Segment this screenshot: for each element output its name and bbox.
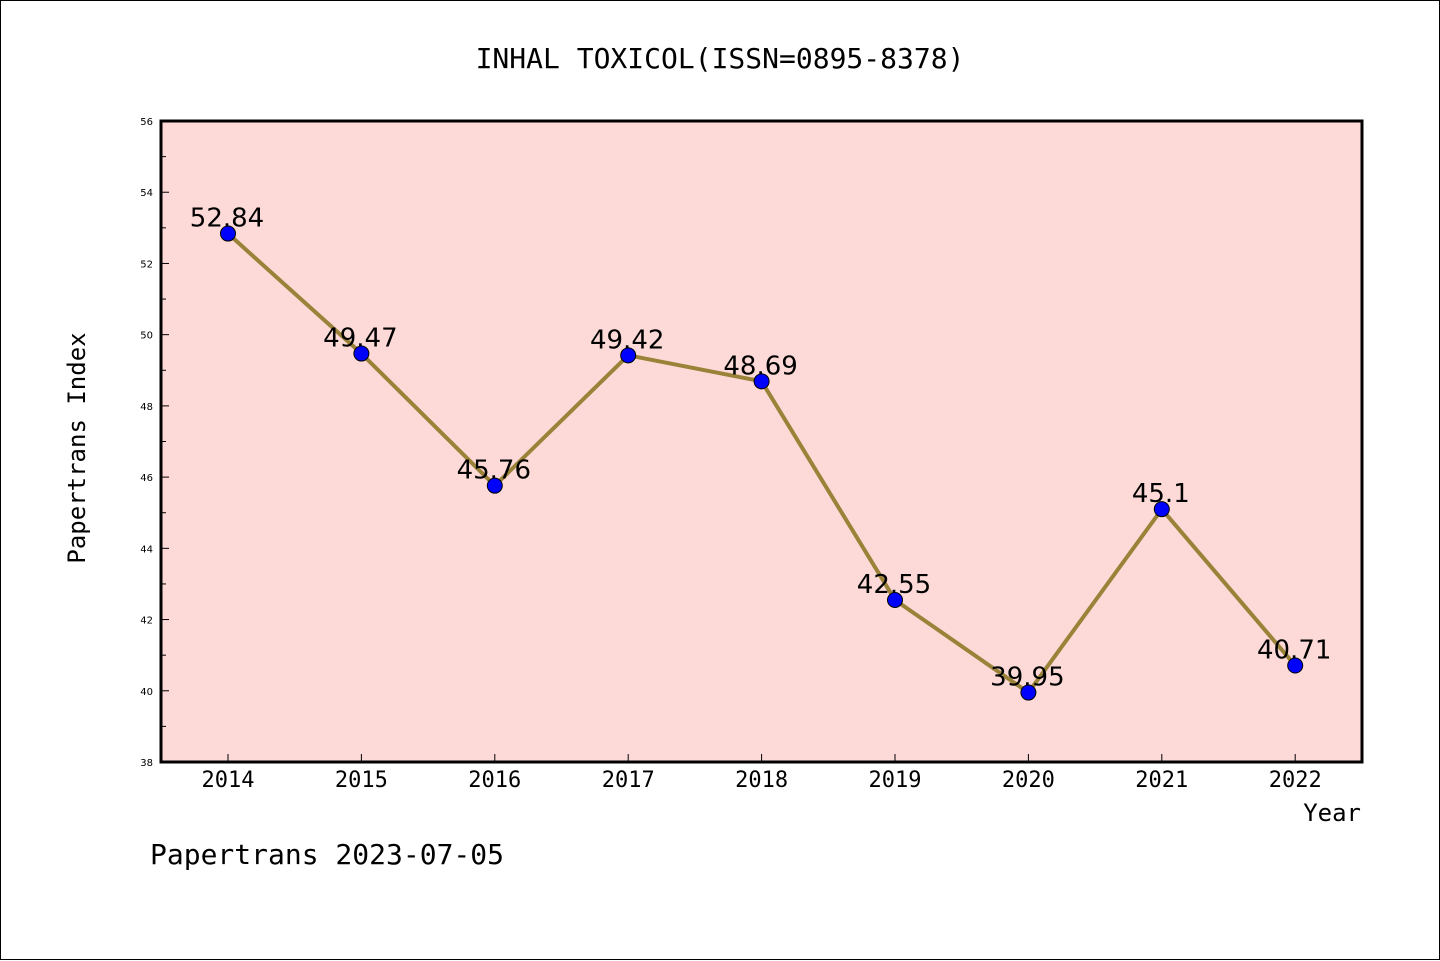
data-point (1287, 657, 1304, 674)
y-tick-label: 44 (140, 544, 153, 555)
y-tick-label: 42 (140, 616, 153, 627)
x-tick-label: 2017 (602, 768, 655, 793)
plot-area (161, 121, 1362, 762)
data-label: 45.1 (1132, 479, 1190, 509)
data-point (753, 373, 770, 390)
x-tick-label: 2020 (1002, 768, 1055, 793)
chart-title: INHAL TOXICOL(ISSN=0895-8378) (476, 42, 965, 75)
x-tick-label: 2022 (1269, 768, 1322, 793)
data-point (1153, 501, 1170, 518)
data-label: 49.47 (323, 324, 397, 354)
y-tick-label: 54 (140, 188, 153, 199)
y-tick-label: 56 (140, 117, 153, 128)
plot-frame (159, 119, 1364, 764)
y-tick-label: 48 (140, 402, 153, 413)
data-label: 39.95 (990, 663, 1064, 693)
x-tick-label: 2014 (202, 768, 255, 793)
y-tick-label: 40 (140, 687, 153, 698)
data-point (1020, 684, 1037, 701)
data-label: 45.76 (457, 456, 531, 486)
data-point (220, 225, 236, 242)
y-tick-label: 38 (140, 758, 153, 769)
data-labels: 52.84 49.47 45.76 49.42 48.69 42.55 39.95 45.1 4… (190, 204, 1332, 693)
data-point (353, 345, 370, 362)
data-point (887, 591, 903, 608)
x-tick-label: 2016 (468, 768, 521, 793)
data-label: 48.69 (723, 351, 797, 381)
x-tick-label: 2019 (869, 768, 922, 793)
x-tick-label: 2018 (735, 768, 788, 793)
data-label: 49.42 (590, 325, 664, 355)
data-label: 52.84 (190, 204, 264, 234)
data-markers (220, 225, 1304, 701)
footer-text: Papertrans 2023-07-05 (150, 838, 504, 871)
data-label: 42.55 (857, 570, 931, 600)
y-axis-label: Papertrans Index (63, 332, 91, 563)
data-point (620, 347, 637, 364)
x-tick-label: 2015 (335, 768, 388, 793)
x-axis-label: Year (1303, 799, 1361, 827)
data-label: 40.71 (1257, 635, 1331, 665)
x-axis: 2014 2015 2016 2017 2018 2019 2020 2021 2022 (202, 754, 1322, 793)
x-tick-label: 2021 (1135, 768, 1188, 793)
data-point (486, 477, 503, 494)
y-tick-label: 46 (140, 473, 153, 484)
y-tick-label: 52 (140, 259, 153, 270)
y-tick-label: 50 (140, 331, 153, 342)
